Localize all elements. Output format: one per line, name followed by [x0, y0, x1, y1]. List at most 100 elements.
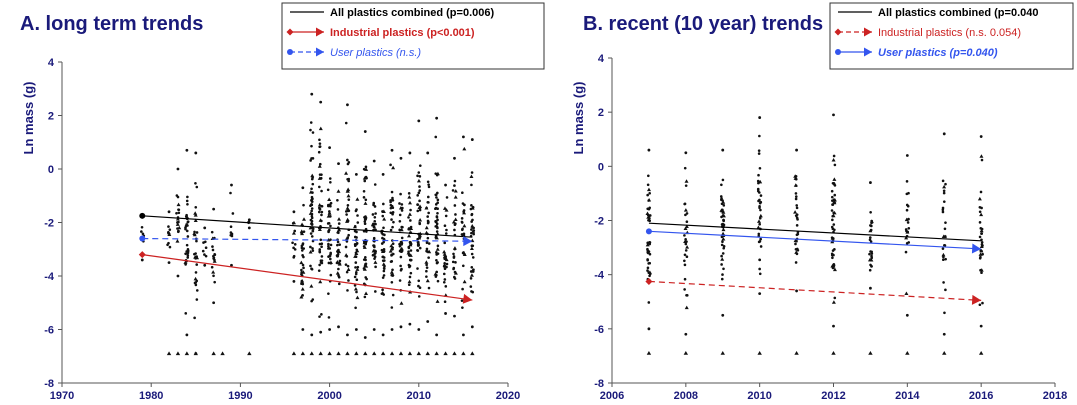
data-point — [647, 262, 650, 265]
data-point — [869, 181, 872, 184]
data-point — [941, 179, 945, 183]
data-point — [211, 270, 216, 274]
data-point — [194, 283, 198, 287]
data-point — [978, 235, 982, 239]
data-point — [757, 219, 762, 223]
data-point — [389, 260, 393, 263]
data-point — [426, 221, 430, 225]
data-point — [372, 203, 375, 207]
data-point — [194, 181, 197, 185]
data-point — [194, 151, 198, 155]
data-point — [229, 191, 232, 195]
data-point — [399, 156, 403, 160]
data-point — [758, 258, 761, 262]
data-point — [722, 219, 725, 223]
x-tick-label: 2018 — [1043, 390, 1067, 402]
data-point — [833, 193, 837, 197]
data-point — [418, 286, 422, 290]
data-point — [444, 285, 448, 288]
data-point — [320, 189, 323, 193]
data-point — [444, 214, 448, 218]
data-point — [425, 278, 430, 283]
data-point — [436, 198, 440, 202]
data-point — [398, 205, 403, 210]
data-point — [364, 264, 369, 268]
data-point — [309, 264, 312, 268]
trend-line-2 — [142, 237, 473, 242]
data-point — [327, 292, 330, 295]
data-point — [230, 263, 233, 267]
data-point — [327, 261, 331, 265]
floor-point — [220, 351, 225, 356]
data-point — [185, 223, 188, 226]
data-point — [186, 254, 190, 257]
data-point — [417, 171, 421, 174]
data-point — [335, 271, 340, 275]
data-point — [905, 208, 909, 212]
data-point — [684, 332, 688, 336]
data-point — [833, 228, 836, 232]
data-point — [310, 235, 314, 238]
data-point — [795, 224, 799, 227]
data-point — [426, 151, 430, 155]
data-point — [346, 219, 349, 223]
data-point — [646, 213, 650, 217]
data-point — [355, 230, 358, 234]
data-point — [720, 277, 724, 281]
legend-swatch-arrow — [864, 27, 872, 37]
floor-point — [831, 351, 836, 355]
data-point — [309, 284, 314, 288]
data-point — [203, 226, 207, 230]
data-point — [355, 197, 360, 201]
data-point — [979, 135, 983, 138]
data-point — [941, 210, 945, 214]
data-point — [337, 217, 342, 221]
data-point — [442, 249, 447, 254]
data-point — [140, 230, 143, 233]
data-point — [400, 236, 404, 240]
data-point — [347, 233, 350, 237]
legend-swatch-arrow — [316, 47, 324, 57]
data-point — [355, 242, 359, 245]
data-point — [471, 270, 475, 273]
floor-point — [942, 351, 947, 355]
data-point — [400, 209, 404, 212]
y-tick-label: 0 — [598, 161, 604, 173]
data-point — [408, 151, 412, 155]
data-point — [720, 223, 724, 226]
data-point — [353, 284, 357, 287]
data-point — [183, 260, 188, 264]
data-point — [389, 163, 392, 167]
data-point — [319, 238, 323, 242]
data-point — [300, 268, 303, 272]
data-point — [424, 225, 429, 230]
data-point — [337, 260, 342, 265]
data-point — [416, 178, 421, 183]
data-point — [337, 282, 341, 286]
data-point — [647, 174, 650, 178]
data-point — [425, 247, 429, 251]
data-point — [831, 218, 834, 222]
data-point — [444, 257, 449, 262]
data-point — [186, 252, 189, 255]
data-point — [443, 261, 446, 265]
data-point — [418, 222, 422, 226]
data-point — [906, 221, 910, 224]
data-point — [451, 260, 455, 264]
data-point — [833, 184, 837, 187]
data-point — [230, 234, 234, 238]
data-point — [425, 241, 429, 245]
data-point — [398, 279, 402, 282]
y-tick-label: 0 — [48, 164, 54, 176]
data-point — [417, 191, 421, 195]
data-point — [193, 281, 197, 285]
y-tick-label: -8 — [44, 378, 54, 390]
trend-end-arrow — [462, 293, 473, 304]
data-point — [407, 246, 411, 250]
data-point — [426, 200, 430, 204]
data-point — [444, 183, 447, 187]
data-point — [833, 163, 837, 167]
data-point — [212, 257, 215, 260]
panel-a-long-term-trends: A. long term trends Ln mass (g) 4 2 0 -2 -4 -6 -… — [20, 2, 545, 402]
data-point — [684, 242, 688, 246]
